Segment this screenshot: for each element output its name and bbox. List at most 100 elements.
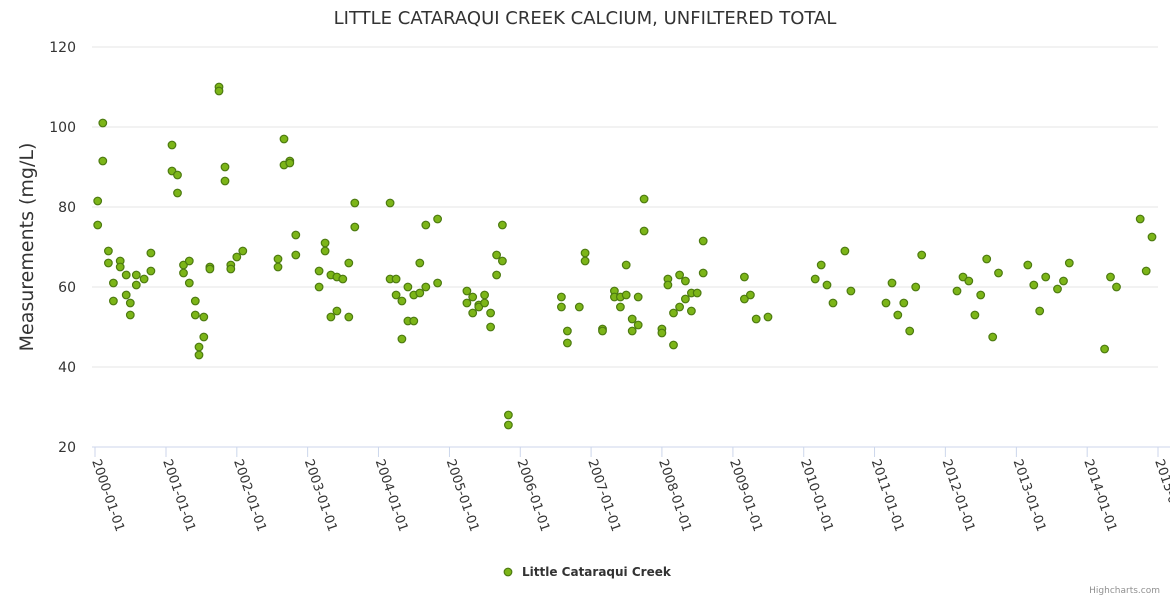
data-point[interactable]: [291, 230, 301, 240]
data-point[interactable]: [131, 280, 141, 290]
data-point[interactable]: [205, 264, 215, 274]
data-point[interactable]: [273, 254, 283, 264]
data-point[interactable]: [146, 266, 156, 276]
data-point[interactable]: [639, 226, 649, 236]
data-point[interactable]: [964, 276, 974, 286]
data-point[interactable]: [893, 310, 903, 320]
data-point[interactable]: [663, 280, 673, 290]
data-point[interactable]: [633, 292, 643, 302]
data-point[interactable]: [179, 268, 188, 278]
data-point[interactable]: [480, 298, 490, 308]
data-point[interactable]: [326, 312, 336, 322]
data-point[interactable]: [314, 282, 324, 292]
data-point[interactable]: [810, 274, 820, 284]
data-point[interactable]: [994, 268, 1003, 278]
data-point[interactable]: [115, 262, 125, 272]
data-point[interactable]: [462, 286, 472, 296]
data-point[interactable]: [108, 296, 118, 306]
data-point[interactable]: [846, 286, 856, 296]
data-point[interactable]: [633, 320, 643, 330]
data-point[interactable]: [740, 272, 749, 282]
data-point[interactable]: [1141, 266, 1151, 276]
data-point[interactable]: [344, 258, 354, 268]
data-point[interactable]: [681, 276, 690, 286]
data-point[interactable]: [698, 236, 708, 246]
data-point[interactable]: [468, 292, 478, 302]
data-point[interactable]: [958, 272, 968, 282]
data-point[interactable]: [1059, 276, 1068, 286]
data-point[interactable]: [1064, 258, 1074, 268]
data-point[interactable]: [675, 270, 684, 280]
data-point[interactable]: [911, 282, 921, 292]
data-point[interactable]: [391, 274, 401, 284]
data-point[interactable]: [905, 326, 915, 336]
data-point[interactable]: [139, 274, 149, 284]
data-point[interactable]: [199, 332, 209, 342]
data-point[interactable]: [421, 282, 431, 292]
data-point[interactable]: [338, 274, 348, 284]
data-point[interactable]: [1053, 284, 1062, 294]
data-point[interactable]: [657, 328, 667, 338]
data-point[interactable]: [840, 246, 850, 256]
data-point[interactable]: [822, 280, 832, 290]
data-point[interactable]: [108, 278, 118, 288]
highcharts-credit[interactable]: Highcharts.com: [1089, 586, 1160, 596]
data-point[interactable]: [273, 262, 283, 272]
data-point[interactable]: [474, 302, 484, 312]
data-point[interactable]: [194, 350, 204, 360]
data-point[interactable]: [125, 310, 135, 320]
data-point[interactable]: [1135, 214, 1145, 224]
data-point[interactable]: [580, 256, 590, 266]
data-point[interactable]: [563, 326, 572, 336]
data-point[interactable]: [285, 158, 295, 168]
data-point[interactable]: [621, 260, 631, 270]
data-point[interactable]: [580, 248, 590, 258]
data-point[interactable]: [146, 248, 156, 258]
data-point[interactable]: [669, 308, 678, 318]
data-point[interactable]: [616, 302, 625, 312]
data-point[interactable]: [190, 310, 200, 320]
data-point[interactable]: [397, 296, 407, 306]
data-point[interactable]: [409, 316, 419, 326]
data-point[interactable]: [492, 270, 502, 280]
data-point[interactable]: [344, 312, 354, 322]
data-point[interactable]: [698, 268, 708, 278]
data-point[interactable]: [692, 288, 702, 298]
data-point[interactable]: [486, 322, 496, 332]
data-point[interactable]: [740, 294, 749, 304]
data-point[interactable]: [462, 298, 472, 308]
data-point[interactable]: [403, 282, 413, 292]
data-point[interactable]: [226, 264, 236, 274]
data-point[interactable]: [433, 214, 443, 224]
data-point[interactable]: [751, 314, 761, 324]
data-point[interactable]: [746, 290, 755, 300]
legend-item-little-cataraqui-creek[interactable]: Little Cataraqui Creek: [522, 565, 672, 579]
data-point[interactable]: [238, 246, 248, 256]
data-point[interactable]: [121, 270, 131, 280]
data-point[interactable]: [220, 162, 230, 172]
data-point[interactable]: [486, 308, 496, 318]
data-point[interactable]: [1035, 306, 1045, 316]
data-point[interactable]: [415, 288, 425, 298]
data-point[interactable]: [557, 292, 566, 302]
data-point[interactable]: [982, 254, 992, 264]
data-point[interactable]: [687, 306, 696, 316]
data-point[interactable]: [1023, 260, 1033, 270]
data-point[interactable]: [598, 326, 607, 336]
data-point[interactable]: [976, 290, 986, 300]
data-point[interactable]: [184, 256, 194, 266]
data-point[interactable]: [1106, 272, 1115, 282]
data-point[interactable]: [320, 238, 330, 248]
data-point[interactable]: [504, 420, 513, 430]
data-point[interactable]: [952, 286, 962, 296]
data-point[interactable]: [103, 258, 113, 268]
data-point[interactable]: [93, 196, 103, 206]
data-point[interactable]: [563, 338, 572, 348]
data-point[interactable]: [433, 278, 443, 288]
data-point[interactable]: [190, 296, 200, 306]
data-point[interactable]: [1147, 232, 1157, 242]
data-point[interactable]: [627, 326, 637, 336]
data-point[interactable]: [167, 140, 177, 150]
data-point[interactable]: [1100, 344, 1109, 354]
data-point[interactable]: [173, 188, 182, 198]
